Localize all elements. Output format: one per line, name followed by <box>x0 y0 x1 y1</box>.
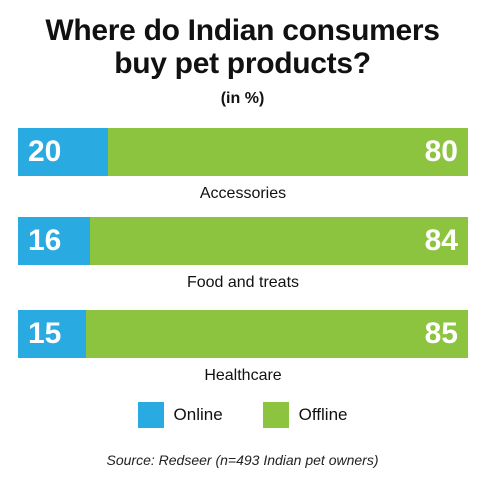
legend: Online Offline <box>0 402 485 428</box>
chart-title: Where do Indian consumers buy pet product… <box>45 14 440 80</box>
bar-group-food-and-treats: 16 84 Food and treats <box>18 217 468 292</box>
stacked-bar-healthcare: 15 85 <box>18 310 468 358</box>
bar-group-healthcare: 15 85 Healthcare <box>18 310 468 385</box>
legend-item-offline: Offline <box>262 402 348 428</box>
data-label-online-food-and-treats: 16 <box>28 224 62 257</box>
legend-label-online: Online <box>173 405 223 424</box>
source-note: Source: Redseer (n=493 Indian pet owners… <box>106 452 379 468</box>
category-label-healthcare: Healthcare <box>204 367 282 384</box>
category-label-accessories: Accessories <box>199 185 287 202</box>
stacked-bar-food-and-treats: 16 84 <box>18 217 468 265</box>
legend-item-online: Online <box>137 402 223 428</box>
bar-group-accessories: 20 80 Accessories <box>18 128 468 203</box>
legend-label-offline: Offline <box>298 405 348 424</box>
category-label-food-and-treats: Food and treats <box>186 274 300 291</box>
legend-swatch-offline <box>262 402 289 428</box>
bar-segment-online-accessories: 20 <box>18 128 108 176</box>
bar-segment-offline-healthcare: 85 <box>85 310 468 358</box>
data-label-offline-accessories: 80 <box>424 135 458 168</box>
bar-segment-offline-accessories: 80 <box>108 128 468 176</box>
bar-segment-online-food-and-treats: 16 <box>18 217 90 265</box>
bar-segment-offline-food-and-treats: 84 <box>90 217 468 265</box>
data-label-offline-healthcare: 85 <box>424 317 458 350</box>
stacked-bar-accessories: 20 80 <box>18 128 468 176</box>
data-label-offline-food-and-treats: 84 <box>424 224 458 257</box>
legend-swatch-online <box>137 402 164 428</box>
chart-subtitle: (in %) <box>220 90 265 107</box>
bar-segment-online-healthcare: 15 <box>18 310 86 358</box>
data-label-online-healthcare: 15 <box>28 317 62 350</box>
data-label-online-accessories: 20 <box>28 135 62 168</box>
